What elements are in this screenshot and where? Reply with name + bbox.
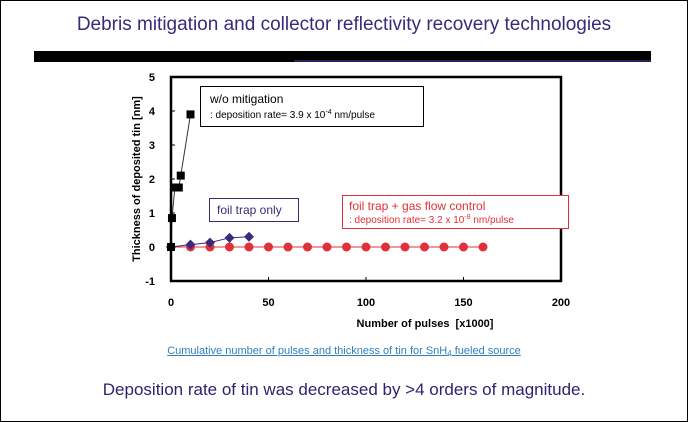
annotation-foil-trap-gas-flow-title: foil trap + gas flow control [349, 199, 486, 213]
data-point-diamond [244, 231, 254, 242]
rate-unit: nm/pulse [331, 110, 375, 121]
annotation-wo-mitigation-rate: : deposition rate= 3.9 x 10-4 nm/pulse [210, 109, 375, 121]
data-point-circle [381, 242, 390, 252]
y-axis-label: Thickness of deposited tin [nm] [131, 96, 143, 262]
x-tick-label: 100 [357, 297, 375, 309]
rate-text: : deposition rate= 3.9 x 10 [210, 110, 326, 121]
data-point-circle [439, 242, 449, 252]
y-tick-label: 0 [149, 242, 155, 254]
rate-exponent: -8 [464, 214, 471, 221]
title-divider-accent [294, 60, 651, 62]
data-point-square [174, 183, 183, 192]
caption-subscript: 4 [447, 349, 452, 358]
series-foil-trap-gas-flow-control [166, 242, 488, 252]
x-tick-label: 50 [262, 297, 274, 309]
caption-text-end: fueled source [451, 345, 521, 357]
data-point-diamond [205, 237, 215, 248]
annotation-foil-trap-gas-flow: foil trap + gas flow control : depositio… [342, 195, 569, 229]
data-point-circle [400, 242, 410, 252]
conclusion-text: Deposition rate of tin was decreased by … [102, 380, 586, 399]
figure-caption-link[interactable]: Cumulative number of pulses and thicknes… [0, 345, 688, 358]
data-point-circle [478, 242, 488, 252]
annotation-wo-mitigation-title: w/o mitigation [210, 92, 284, 106]
annotation-foil-trap-gas-flow-rate: : deposition rate= 3.2 x 10-8 nm/pulse [349, 214, 514, 226]
y-tick-label: 4 [149, 106, 156, 118]
y-tick-label: 5 [149, 72, 155, 84]
data-point-square [176, 171, 185, 180]
data-point-circle [283, 242, 293, 252]
x-axis-label: Number of pulses [x1000] [357, 318, 494, 330]
rate-exponent: -4 [325, 109, 332, 116]
caption-text: Cumulative number of pulses and thicknes… [167, 345, 448, 357]
annotation-foil-trap-only: foil trap only [209, 198, 299, 222]
x-tick-label: 0 [168, 297, 174, 309]
rate-text: : deposition rate= 3.2 x 10 [349, 215, 465, 226]
slide-title: Debris mitigation and collector reflecti… [76, 14, 612, 35]
annotation-foil-trap-only-title: foil trap only [217, 203, 282, 217]
y-tick-label: 3 [149, 140, 155, 152]
series-layer [166, 110, 488, 252]
data-point-circle [225, 242, 234, 252]
data-point-circle [342, 242, 351, 252]
x-tick-label: 150 [454, 297, 472, 309]
x-tick-label: 200 [552, 297, 570, 309]
annotation-wo-mitigation: w/o mitigation : deposition rate= 3.9 x … [200, 86, 424, 127]
data-point-circle [322, 242, 332, 252]
data-point-diamond [224, 232, 235, 243]
data-point-circle [244, 242, 254, 252]
y-tick-label: -1 [145, 276, 155, 288]
series-line [170, 114, 191, 248]
rate-unit: nm/pulse [470, 215, 514, 226]
ticks-layer: 0 50 100 150 200 -1 0 1 2 3 4 5 [145, 72, 570, 309]
data-point-square [186, 110, 195, 119]
y-tick-label: 1 [149, 208, 155, 220]
data-point-diamond [185, 239, 196, 250]
y-tick-label: 2 [149, 174, 155, 186]
data-point-circle [459, 242, 468, 252]
title-divider-bar [34, 51, 651, 62]
data-point-circle [264, 242, 273, 252]
data-point-circle [361, 242, 371, 252]
data-point-circle [303, 242, 312, 252]
data-point-circle [420, 242, 429, 252]
